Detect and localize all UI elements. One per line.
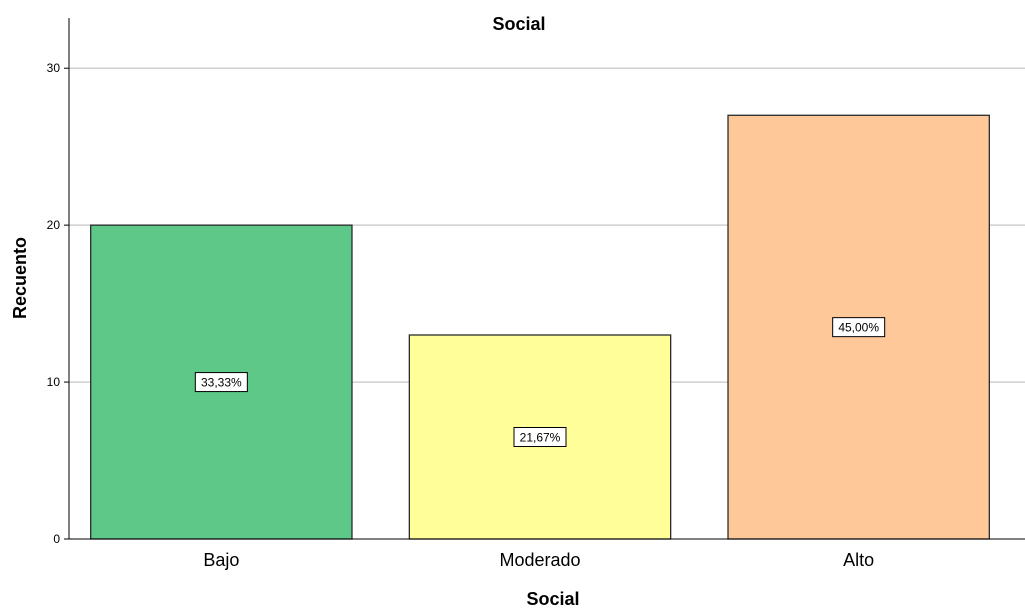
data-label: 45,00% (838, 321, 879, 335)
data-labels: 33,33% 21,67% 45,00% (194, 317, 886, 447)
x-axis-label: Social (526, 589, 579, 608)
x-tick-label: Bajo (203, 550, 239, 570)
data-label-box (194, 372, 248, 393)
x-tick-label: Alto (843, 550, 874, 570)
y-axis-label: Recuento (10, 237, 30, 319)
y-tick-label: 30 (47, 61, 61, 75)
data-label-box (513, 426, 567, 447)
x-axis: Bajo Moderado Alto (69, 538, 1025, 570)
y-tick-label: 20 (47, 218, 61, 232)
y-tick-label: 0 (53, 532, 60, 546)
chart-title: Social (492, 14, 545, 34)
y-tick-label: 10 (47, 375, 61, 389)
data-label-box (832, 317, 886, 338)
data-label: 21,67% (520, 430, 561, 444)
x-tick-label: Moderado (499, 550, 580, 570)
y-axis: 0 10 20 30 (47, 18, 70, 546)
data-label: 33,33% (201, 376, 242, 390)
